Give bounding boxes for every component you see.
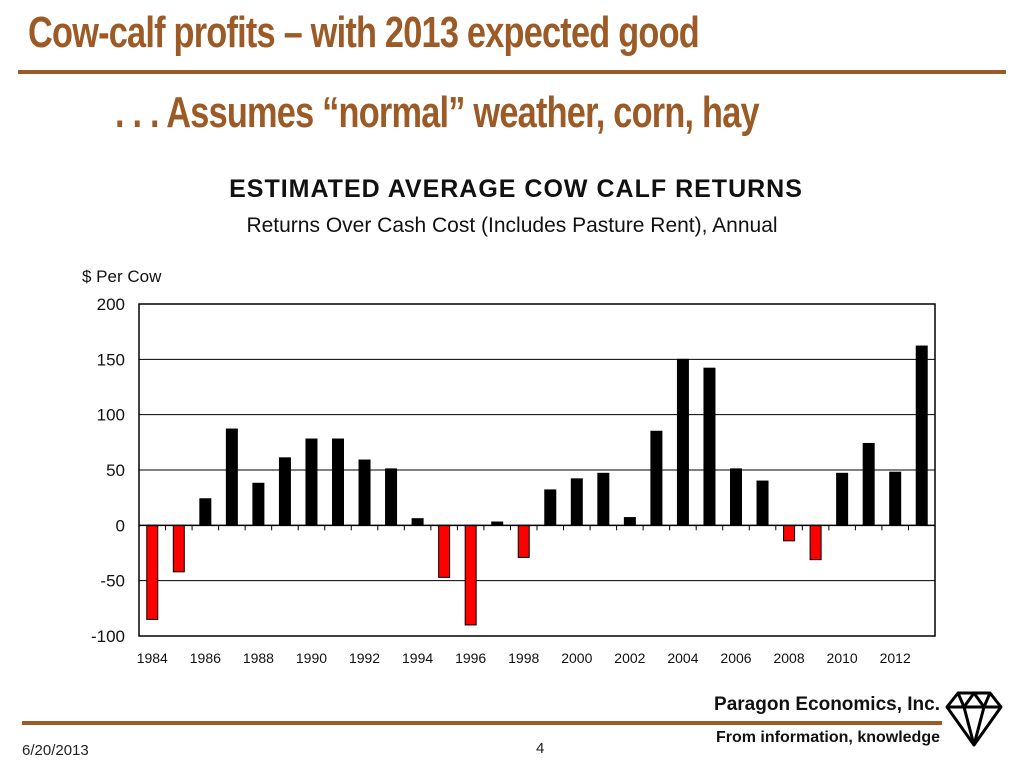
y-tick-label: 100 xyxy=(97,406,125,425)
chart-subtitle: Returns Over Cash Cost (Includes Pasture… xyxy=(246,214,778,237)
y-tick-label: 150 xyxy=(97,350,125,369)
slide-title-line-1: Cow-calf profits – with 2013 expected go… xyxy=(28,8,700,57)
chart-title: ESTIMATED AVERAGE COW CALF RETURNS xyxy=(229,175,803,203)
bar-2008 xyxy=(783,524,796,542)
company-tagline: From information, knowledge xyxy=(715,729,940,746)
y-tick-label: 0 xyxy=(116,516,125,535)
x-tick-label: 2012 xyxy=(880,650,911,666)
x-tick-label: 2006 xyxy=(720,650,751,666)
bar-2009 xyxy=(809,524,822,561)
bar-2006 xyxy=(730,468,742,526)
bar-1996 xyxy=(464,524,477,626)
x-tick-label: 1986 xyxy=(190,650,221,666)
footer-divider xyxy=(22,721,942,725)
bars xyxy=(146,345,928,626)
bar-1995 xyxy=(438,524,451,578)
title-divider xyxy=(18,70,1006,74)
diamond-icon xyxy=(945,691,1003,747)
bar-1992 xyxy=(358,459,371,526)
plot-frame xyxy=(138,303,936,637)
bar-1999 xyxy=(544,489,557,526)
x-tick-label: 2010 xyxy=(827,650,858,666)
bar-1985 xyxy=(172,524,185,573)
y-tick-labels: 200 150 100 50 0 -50 -100 xyxy=(91,295,125,646)
bar-1994 xyxy=(411,518,424,526)
company-name: Paragon Economics, Inc. xyxy=(714,694,940,715)
x-tick-labels: 1984 1986 1988 1990 1992 1994 1996 1998 2000 2002… xyxy=(137,650,911,666)
bar-2003 xyxy=(650,430,663,526)
page-number: 4 xyxy=(536,740,545,757)
bar-1986 xyxy=(199,498,212,526)
bar-2013 xyxy=(915,345,928,526)
x-tick-label: 1994 xyxy=(402,650,433,666)
bar-2000 xyxy=(570,478,583,526)
y-tick-label: -100 xyxy=(91,627,125,646)
slide-title-line-2: . . . Assumes “normal” weather, corn, ha… xyxy=(115,88,760,137)
bar-2011 xyxy=(862,442,875,526)
x-tick-label: 1988 xyxy=(243,650,274,666)
y-tick-label: 200 xyxy=(97,295,125,314)
y-tick-label: 50 xyxy=(106,461,125,480)
bar-1987 xyxy=(225,428,238,526)
axes xyxy=(138,303,936,637)
slide-date: 6/20/2013 xyxy=(22,742,89,759)
bar-2001 xyxy=(597,472,610,526)
x-tick-label: 1998 xyxy=(508,650,539,666)
bar-1991 xyxy=(332,438,344,526)
y-axis-label: $ Per Cow xyxy=(82,267,162,286)
x-tick-label: 2004 xyxy=(667,650,698,666)
x-tick-label: 2008 xyxy=(773,650,804,666)
bar-2004 xyxy=(676,358,689,526)
x-tick-label: 1992 xyxy=(349,650,380,666)
bar-1984 xyxy=(146,524,159,620)
bar-1990 xyxy=(305,438,318,526)
bar-2005 xyxy=(703,367,716,526)
bar-2002 xyxy=(623,517,636,526)
bar-1988 xyxy=(252,482,265,526)
bar-1989 xyxy=(278,457,291,526)
x-tick-label: 1996 xyxy=(455,650,486,666)
bar-2012 xyxy=(889,471,902,526)
bar-2007 xyxy=(756,480,769,526)
y-tick-label: -50 xyxy=(100,572,125,591)
x-tick-label: 1984 xyxy=(137,650,168,666)
bar-1993 xyxy=(385,468,398,526)
x-tick-label: 2000 xyxy=(561,650,592,666)
bar-1998 xyxy=(517,524,530,558)
x-tick-label: 2002 xyxy=(614,650,645,666)
bar-2010 xyxy=(836,472,849,526)
x-tick-label: 1990 xyxy=(296,650,327,666)
